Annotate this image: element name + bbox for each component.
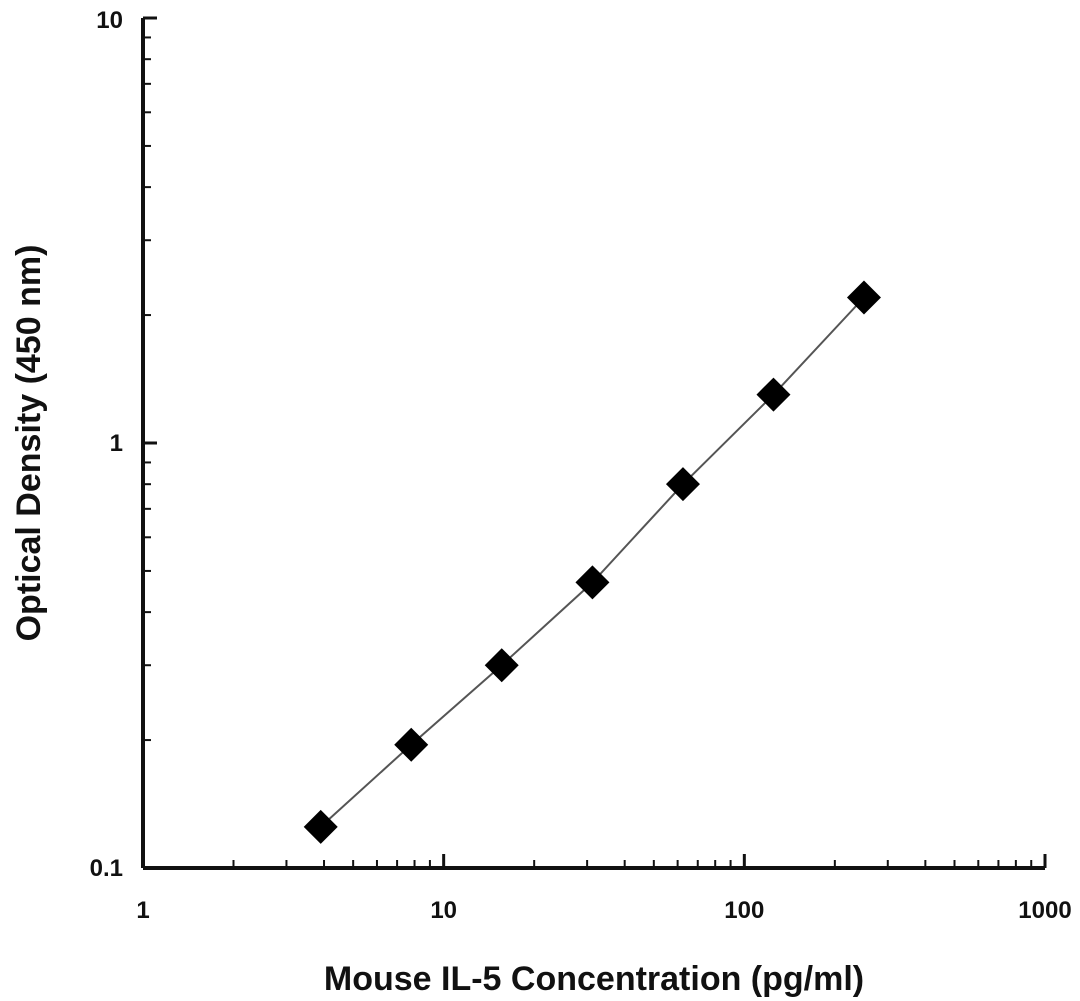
x-tick-label: 1 (136, 897, 149, 924)
data-points (303, 280, 881, 844)
y-axis-title: Optical Density (450 nm) (10, 245, 48, 642)
data-point (484, 648, 519, 683)
data-point (846, 280, 881, 315)
data-point (575, 565, 610, 600)
data-point (665, 467, 700, 502)
minor-ticks (143, 36, 1033, 868)
x-tick-label: 100 (724, 897, 764, 924)
data-point (394, 727, 429, 762)
y-tick-label: 0.1 (90, 855, 123, 882)
data-point (303, 809, 338, 844)
y-tick-label: 10 (96, 7, 123, 34)
x-tick-label: 1000 (1018, 897, 1071, 924)
major-ticks (141, 16, 1047, 870)
data-point (756, 377, 791, 412)
x-axis-title: Mouse IL-5 Concentration (pg/ml) (324, 960, 864, 998)
x-tick-label: 10 (430, 897, 457, 924)
y-tick-label: 1 (110, 430, 123, 457)
